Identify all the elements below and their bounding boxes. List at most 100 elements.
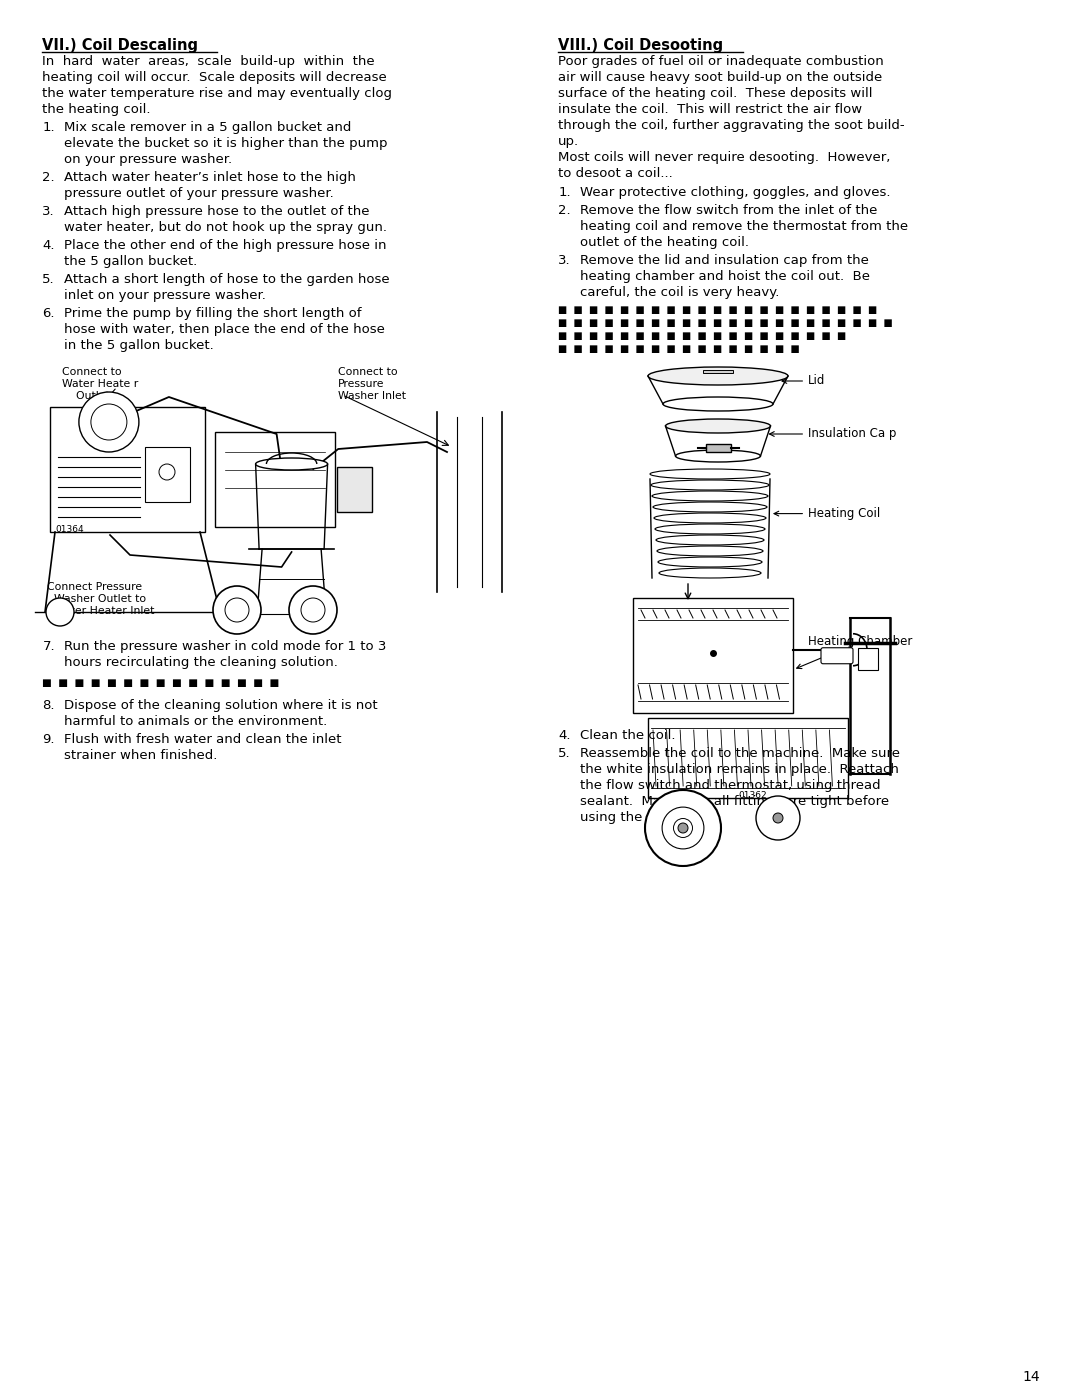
Text: 5.: 5. [558, 747, 571, 760]
Text: 14: 14 [1023, 1370, 1040, 1384]
Text: Flush with fresh water and clean the inlet: Flush with fresh water and clean the inl… [64, 733, 341, 746]
Text: the flow switch and thermostat, using thread: the flow switch and thermostat, using th… [580, 780, 880, 792]
Text: Remove the flow switch from the inlet of the: Remove the flow switch from the inlet of… [580, 204, 877, 217]
Circle shape [213, 585, 261, 634]
Bar [145, 447, 190, 502]
Text: air will cause heavy soot build-up on the outside: air will cause heavy soot build-up on th… [558, 71, 882, 84]
Circle shape [159, 464, 175, 481]
Text: heating coil and remove the thermostat from the: heating coil and remove the thermostat f… [580, 219, 908, 233]
Text: In  hard  water  areas,  scale  build-up  within  the: In hard water areas, scale build-up with… [42, 54, 375, 68]
Text: inlet on your pressure washer.: inlet on your pressure washer. [64, 289, 266, 302]
Bar [633, 598, 793, 712]
Bar [858, 648, 878, 671]
Text: Washer Inlet: Washer Inlet [338, 391, 406, 401]
Text: Clean the coil.: Clean the coil. [580, 729, 675, 742]
Text: outlet of the heating coil.: outlet of the heating coil. [580, 236, 750, 249]
Text: heating chamber and hoist the coil out.  Be: heating chamber and hoist the coil out. … [580, 270, 870, 284]
Text: up.: up. [558, 136, 579, 148]
Ellipse shape [654, 513, 766, 522]
Text: 7.: 7. [42, 640, 55, 652]
Text: through the coil, further aggravating the soot build-: through the coil, further aggravating th… [558, 119, 905, 131]
Text: 1.: 1. [42, 122, 55, 134]
Text: the water temperature rise and may eventually clog: the water temperature rise and may event… [42, 87, 392, 101]
Circle shape [645, 789, 721, 866]
Text: ■  ■  ■  ■  ■  ■  ■  ■  ■  ■  ■  ■  ■  ■  ■  ■  ■  ■  ■  ■  ■: ■ ■ ■ ■ ■ ■ ■ ■ ■ ■ ■ ■ ■ ■ ■ ■ ■ ■ ■ ■ … [558, 305, 877, 314]
Circle shape [225, 598, 249, 622]
Ellipse shape [651, 481, 769, 490]
Ellipse shape [652, 490, 768, 502]
Text: elevate the bucket so it is higher than the pump: elevate the bucket so it is higher than … [64, 137, 388, 149]
Text: ■  ■  ■  ■  ■  ■  ■  ■  ■  ■  ■  ■  ■  ■  ■: ■ ■ ■ ■ ■ ■ ■ ■ ■ ■ ■ ■ ■ ■ ■ [42, 678, 280, 687]
Circle shape [662, 807, 704, 849]
Text: ■  ■  ■  ■  ■  ■  ■  ■  ■  ■  ■  ■  ■  ■  ■  ■: ■ ■ ■ ■ ■ ■ ■ ■ ■ ■ ■ ■ ■ ■ ■ ■ [558, 344, 800, 353]
Bar [215, 432, 335, 527]
Text: ■  ■  ■  ■  ■  ■  ■  ■  ■  ■  ■  ■  ■  ■  ■  ■  ■  ■  ■  ■  ■  ■: ■ ■ ■ ■ ■ ■ ■ ■ ■ ■ ■ ■ ■ ■ ■ ■ ■ ■ ■ ■ … [558, 319, 893, 328]
Text: 6.: 6. [42, 307, 55, 320]
Ellipse shape [256, 458, 327, 469]
Text: Heating Chamber: Heating Chamber [797, 636, 913, 669]
Text: careful, the coil is very heavy.: careful, the coil is very heavy. [580, 286, 780, 299]
Text: 01362: 01362 [738, 791, 767, 800]
Text: Outlet: Outlet [62, 391, 110, 401]
Text: harmful to animals or the environment.: harmful to animals or the environment. [64, 715, 327, 728]
Ellipse shape [665, 419, 770, 433]
Circle shape [79, 393, 139, 453]
Text: Water Heater Inlet: Water Heater Inlet [48, 606, 154, 616]
Text: Attach high pressure hose to the outlet of the: Attach high pressure hose to the outlet … [64, 205, 369, 218]
FancyBboxPatch shape [821, 648, 853, 664]
Text: the 5 gallon bucket.: the 5 gallon bucket. [64, 256, 198, 268]
Text: Connect Pressure: Connect Pressure [48, 583, 143, 592]
Text: Place the other end of the high pressure hose in: Place the other end of the high pressure… [64, 239, 387, 251]
Text: water heater, but do not hook up the spray gun.: water heater, but do not hook up the spr… [64, 221, 387, 235]
Text: strainer when finished.: strainer when finished. [64, 749, 217, 761]
Text: 5.: 5. [42, 272, 55, 286]
Text: the white insulation remains in place.  Reattach: the white insulation remains in place. R… [580, 763, 899, 775]
Text: 3.: 3. [558, 254, 571, 267]
Circle shape [289, 585, 337, 634]
Text: 2.: 2. [42, 170, 55, 184]
Text: VII.) Coil Descaling: VII.) Coil Descaling [42, 38, 198, 53]
Bar [50, 407, 205, 532]
Text: VIII.) Coil Desooting: VIII.) Coil Desooting [558, 38, 724, 53]
Text: Poor grades of fuel oil or inadequate combustion: Poor grades of fuel oil or inadequate co… [558, 54, 883, 68]
Text: 4.: 4. [558, 729, 571, 742]
Text: Insulation Ca p: Insulation Ca p [770, 427, 896, 440]
Text: Washer Outlet to: Washer Outlet to [48, 594, 146, 604]
Text: hose with water, then place the end of the hose: hose with water, then place the end of t… [64, 323, 384, 337]
Text: Heating Coil: Heating Coil [774, 507, 880, 520]
Text: Remove the lid and insulation cap from the: Remove the lid and insulation cap from t… [580, 254, 869, 267]
Circle shape [678, 823, 688, 833]
Ellipse shape [675, 450, 760, 462]
Ellipse shape [656, 535, 764, 545]
Text: Most coils will never require desooting.  However,: Most coils will never require desooting.… [558, 151, 890, 163]
Text: Run the pressure washer in cold mode for 1 to 3: Run the pressure washer in cold mode for… [64, 640, 387, 652]
Circle shape [46, 598, 75, 626]
Circle shape [674, 819, 692, 837]
Ellipse shape [648, 367, 788, 386]
Text: heating coil will occur.  Scale deposits will decrease: heating coil will occur. Scale deposits … [42, 71, 387, 84]
Text: Connect to: Connect to [62, 367, 122, 377]
Ellipse shape [663, 397, 773, 411]
Ellipse shape [654, 524, 765, 534]
Text: Dispose of the cleaning solution where it is not: Dispose of the cleaning solution where i… [64, 698, 378, 712]
Text: hours recirculating the cleaning solution.: hours recirculating the cleaning solutio… [64, 657, 338, 669]
Bar [648, 718, 848, 798]
Text: Connect to: Connect to [338, 367, 397, 377]
Text: sealant.  Make sure all fittings are tight before: sealant. Make sure all fittings are tigh… [580, 795, 889, 807]
Text: insulate the coil.  This will restrict the air flow: insulate the coil. This will restrict th… [558, 103, 862, 116]
Text: ■  ■  ■  ■  ■  ■  ■  ■  ■  ■  ■  ■  ■  ■  ■  ■  ■  ■  ■: ■ ■ ■ ■ ■ ■ ■ ■ ■ ■ ■ ■ ■ ■ ■ ■ ■ ■ ■ [558, 331, 847, 341]
Bar [337, 467, 372, 511]
Text: Mix scale remover in a 5 gallon bucket and: Mix scale remover in a 5 gallon bucket a… [64, 122, 351, 134]
Circle shape [91, 404, 127, 440]
Text: Water Heate r: Water Heate r [62, 379, 138, 388]
Ellipse shape [659, 569, 761, 578]
Text: 01364: 01364 [55, 525, 83, 534]
Text: 9.: 9. [42, 733, 55, 746]
Text: pressure outlet of your pressure washer.: pressure outlet of your pressure washer. [64, 187, 334, 200]
Text: surface of the heating coil.  These deposits will: surface of the heating coil. These depos… [558, 87, 873, 101]
Text: to desoot a coil...: to desoot a coil... [558, 168, 673, 180]
Text: Prime the pump by filling the short length of: Prime the pump by filling the short leng… [64, 307, 362, 320]
Circle shape [773, 813, 783, 823]
Text: 8.: 8. [42, 698, 55, 712]
Bar [703, 370, 733, 373]
